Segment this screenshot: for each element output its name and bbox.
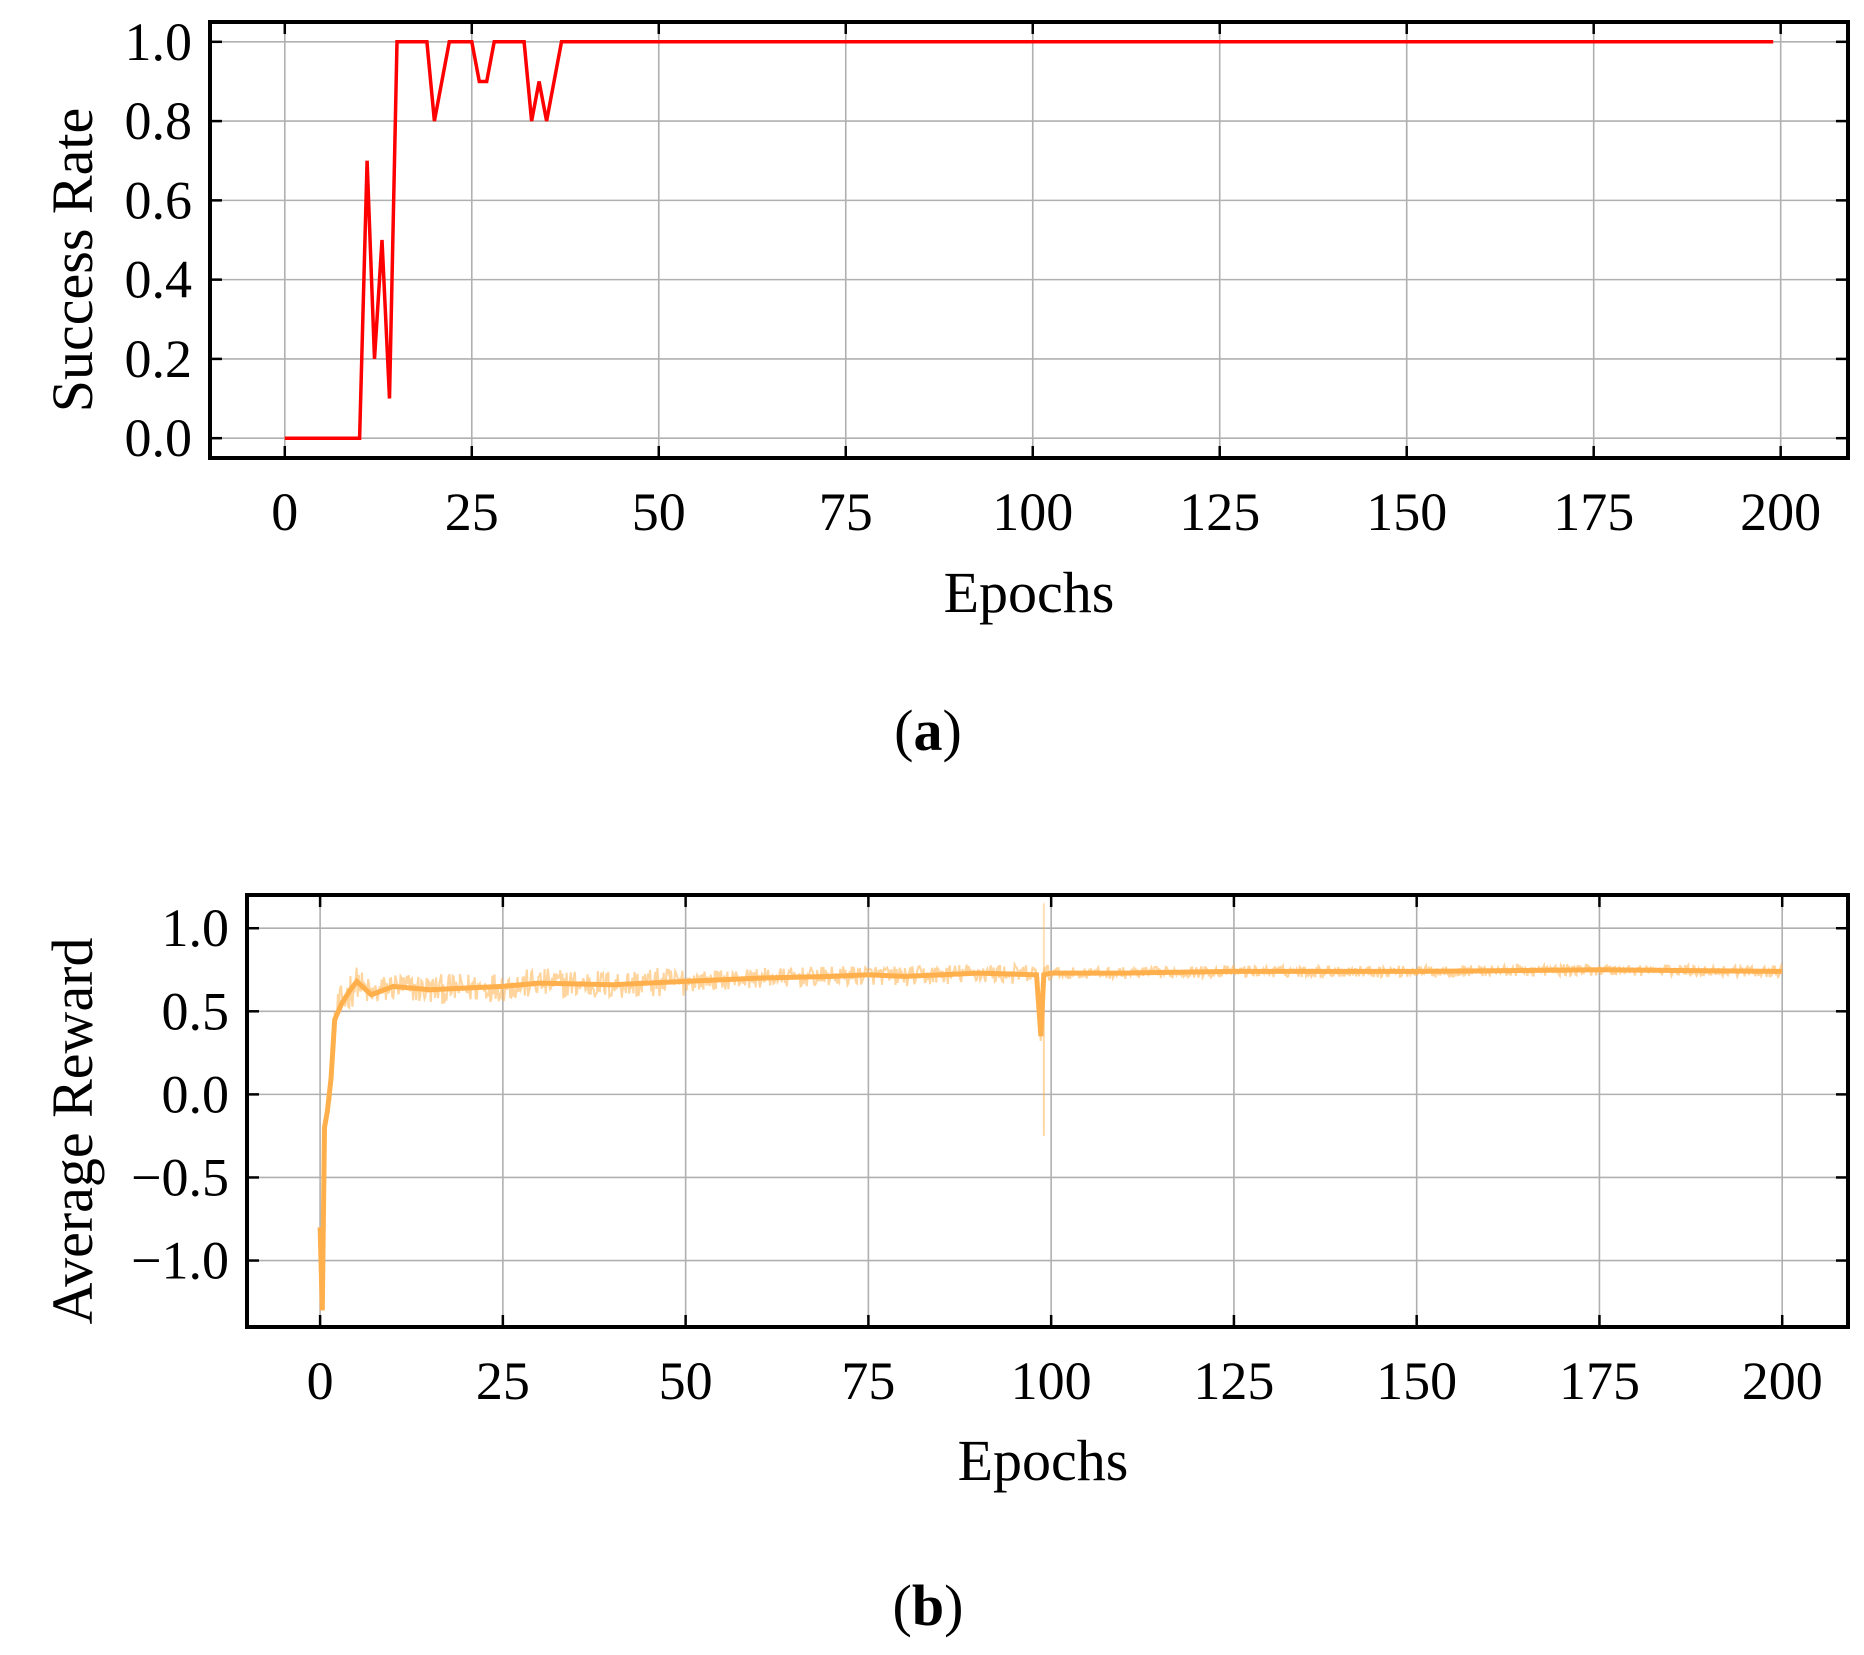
y-tick-label: 1.0 <box>162 898 230 958</box>
panel-b-series <box>317 903 1784 1311</box>
x-tick-label: 0 <box>307 1351 334 1411</box>
panel-b-x-axis-label: Epochs <box>958 1428 1129 1493</box>
x-tick-label: 125 <box>1193 1351 1274 1411</box>
panel-b: 0 25 50 75 100 125 150 175 200−1.0−0.50.00.51.0 … <box>40 893 1850 1638</box>
panel-b-frame <box>245 893 1850 1329</box>
panel-a-frame <box>208 20 1850 460</box>
x-tick-label: 150 <box>1376 1351 1457 1411</box>
panel-a-series <box>284 40 1774 440</box>
y-tick-label: −0.5 <box>131 1147 229 1207</box>
x-tick-label: 50 <box>659 1351 713 1411</box>
panel-a-ticks: 0 25 50 75 100 125 150 175 200 0.0 0.2 0.4 0.6 0.8 1.0 <box>125 12 1848 542</box>
x-tick-label: 200 <box>1742 1351 1823 1411</box>
y-tick-label: 1.0 <box>125 12 193 72</box>
x-tick-label: 200 <box>1740 482 1821 542</box>
x-tick-label: 100 <box>1011 1351 1092 1411</box>
y-tick-label: 0.8 <box>125 91 193 151</box>
panel-a-grid <box>210 22 1848 458</box>
x-tick-label: 75 <box>841 1351 895 1411</box>
y-tick-label: −1.0 <box>131 1231 229 1291</box>
y-tick-label: 0.4 <box>125 250 193 310</box>
y-tick-label: 0.0 <box>125 408 193 468</box>
x-tick-label: 25 <box>445 482 499 542</box>
x-tick-label: 100 <box>992 482 1073 542</box>
panel-a-y-axis-label: Success Rate <box>40 108 105 412</box>
x-tick-label: 175 <box>1553 482 1634 542</box>
series-line <box>317 967 1783 1311</box>
panel-b-ticks: 0 25 50 75 100 125 150 175 200 −1.0 −0.5 0.0 0.5 1.0 <box>131 895 1848 1411</box>
y-tick-label: 0.5 <box>162 981 230 1041</box>
x-tick-label: 25 <box>476 1351 530 1411</box>
x-tick-label: 75 <box>819 482 873 542</box>
x-tick-label: 175 <box>1559 1351 1640 1411</box>
x-tick-label: 150 <box>1366 482 1447 542</box>
y-tick-label: 0.2 <box>125 329 193 389</box>
panel-b-y-axis-label: Average Reward <box>40 938 105 1325</box>
panel-a-x-axis-label: Epochs <box>944 560 1115 625</box>
panel-a: 0 25 50 75 100 125 150 175 200 0.0 0.2 0.4 0.6 0.8 1.0… <box>40 12 1850 763</box>
y-tick-label: 0.0 <box>162 1064 230 1124</box>
y-tick-label: 0.6 <box>125 170 193 230</box>
panel-b-letter: b <box>912 1573 944 1638</box>
series-line <box>284 40 1774 440</box>
panel-b-grid <box>247 895 1848 1327</box>
panel-b-caption-label: (b) <box>893 1573 964 1638</box>
panel-a-caption-label: (a) <box>894 698 962 763</box>
x-tick-label: 0 <box>271 482 298 542</box>
x-tick-label: 125 <box>1179 482 1260 542</box>
panel-a-letter: a <box>914 698 943 763</box>
x-tick-label: 50 <box>632 482 686 542</box>
